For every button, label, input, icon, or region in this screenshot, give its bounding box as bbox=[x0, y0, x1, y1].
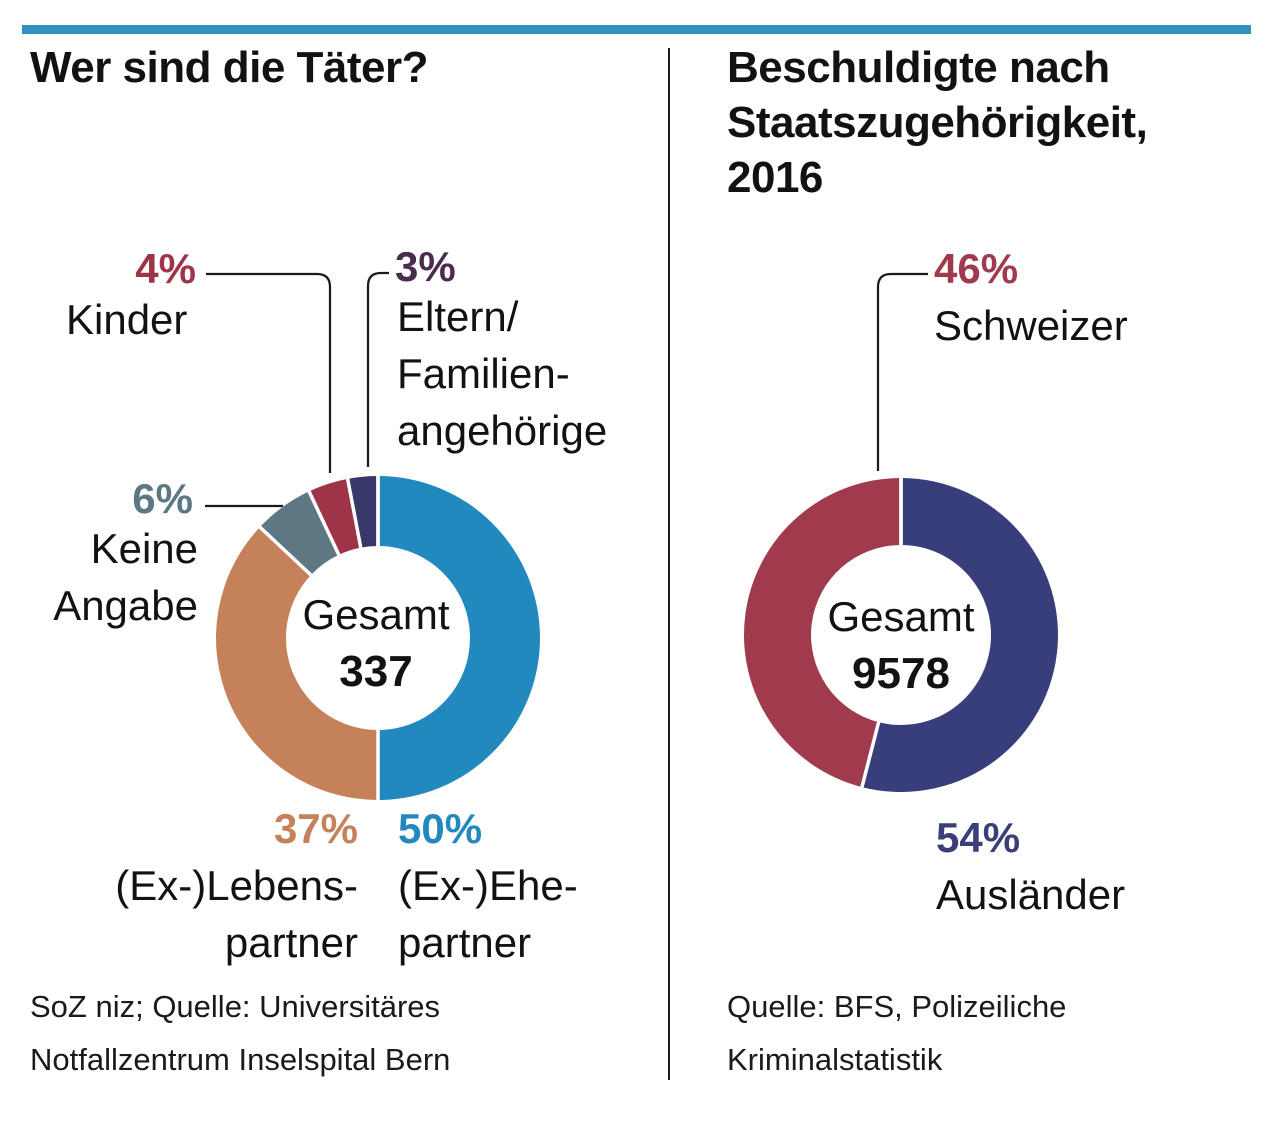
right-chart-title-line2: Staatszugehörigkeit, bbox=[727, 98, 1148, 147]
donut-segment-keine-angabe bbox=[259, 491, 339, 576]
right-center-value: 9578 bbox=[852, 649, 950, 698]
left-chart-title: Wer sind die Täter? bbox=[30, 43, 429, 92]
label-auslaender: 54% Ausländer bbox=[936, 809, 1125, 923]
label-eltern-pct: 3% bbox=[395, 243, 456, 290]
top-accent-bar bbox=[22, 25, 1251, 34]
right-chart-title-line1: Beschuldigte nach bbox=[727, 43, 1110, 92]
left-center-label: Gesamt bbox=[302, 591, 450, 638]
donut-segment-gap bbox=[859, 717, 882, 792]
label-kinder-pct: 4% bbox=[135, 245, 196, 292]
donut-segment-gap bbox=[255, 523, 316, 580]
label-ehe-pct: 50% bbox=[398, 805, 483, 852]
right-center-label: Gesamt bbox=[827, 593, 975, 640]
label-ehe-line2: partner bbox=[398, 919, 532, 966]
left-source-line2: Notfallzentrum Inselspital Bern bbox=[30, 1042, 451, 1077]
label-schweizer: 46% Schweizer bbox=[934, 240, 1128, 354]
donut-chart-perpetrators bbox=[215, 472, 540, 804]
label-ehe-line1: (Ex-)Ehe- bbox=[398, 862, 578, 909]
right-chart-title-line3: 2016 bbox=[727, 153, 823, 202]
right-source-line1: Quelle: BFS, Polizeiliche bbox=[727, 989, 1067, 1024]
label-eltern-line1: Eltern/ bbox=[397, 293, 519, 340]
right-source-line2: Kriminalstatistik bbox=[727, 1042, 943, 1077]
label-auslaender-pct: 54% bbox=[936, 814, 1021, 861]
donut-segment-ausl-nder bbox=[861, 478, 1058, 792]
label-eltern-line3: angehörige bbox=[397, 407, 608, 454]
label-keine-angabe: Keine Angabe bbox=[40, 520, 198, 634]
donut-segment--ex-lebenspartner bbox=[215, 527, 378, 801]
donut-segment--ex-ehepartner bbox=[378, 476, 540, 800]
donut-segment-kinder bbox=[309, 478, 361, 555]
donut-segment-eltern-familienangeh-rige bbox=[347, 476, 378, 548]
right-source-note: Quelle: BFS, Polizeiliche Kriminalstatis… bbox=[727, 980, 1066, 1086]
label-lebenspartner: 37% (Ex-)Lebens- partner bbox=[78, 800, 358, 971]
donut-segment-gap bbox=[305, 487, 343, 560]
label-keine-line2: Angabe bbox=[53, 582, 198, 629]
leader-line-kinder bbox=[206, 272, 332, 473]
label-eltern-line2: Familien- bbox=[397, 350, 570, 397]
donut-segment-gap bbox=[345, 474, 364, 552]
leader-line-schweizer bbox=[876, 272, 928, 471]
left-source-note: SoZ niz; Quelle: Universitäres Notfallze… bbox=[30, 980, 450, 1086]
right-donut-center: Gesamt 9578 bbox=[751, 588, 1051, 702]
left-center-value: 337 bbox=[339, 647, 413, 696]
left-source-line1: SoZ niz; Quelle: Universitäres bbox=[30, 989, 441, 1024]
left-donut-center: Gesamt 337 bbox=[226, 586, 526, 700]
column-divider-line bbox=[668, 48, 670, 1080]
donut-chart-nationality bbox=[743, 474, 1058, 792]
right-chart-title: Beschuldigte nach Staatszugehörigkeit, 2… bbox=[727, 40, 1267, 205]
label-schweizer-name: Schweizer bbox=[934, 302, 1128, 349]
label-ehepartner: 50% (Ex-)Ehe- partner bbox=[398, 800, 578, 971]
label-eltern: Eltern/ Familien- angehörige bbox=[397, 288, 607, 459]
donut-segment-schweizer bbox=[743, 477, 901, 788]
label-schweizer-pct: 46% bbox=[934, 245, 1019, 292]
label-lebens-line2: partner bbox=[224, 919, 358, 966]
label-keine-pct: 6% bbox=[132, 475, 193, 522]
leader-line-eltern bbox=[366, 271, 389, 467]
label-keine-line1: Keine bbox=[90, 525, 198, 572]
label-lebens-line1: (Ex-)Lebens- bbox=[115, 862, 358, 909]
label-kinder: Kinder bbox=[66, 296, 188, 343]
label-lebens-pct: 37% bbox=[273, 805, 358, 852]
label-auslaender-name: Ausländer bbox=[936, 871, 1126, 918]
